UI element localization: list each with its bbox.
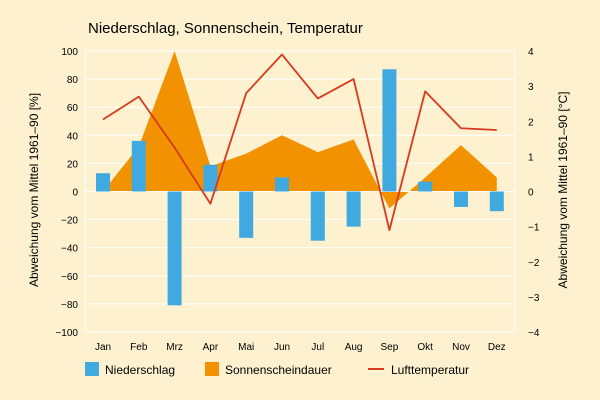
left-tick-label: 40	[67, 131, 79, 142]
x-tick-label: Mai	[238, 342, 254, 353]
left-tick-label: −40	[61, 244, 78, 255]
right-axis-title: Abweichung vom Mittel 1961–90 [°C]	[556, 92, 570, 289]
right-tick-label: −3	[528, 293, 540, 304]
legend: Niederschlag Sonnenscheindauer Lufttempe…	[85, 362, 469, 377]
left-tick-label: −60	[61, 272, 78, 283]
bar-niederschlag-sep	[382, 69, 397, 192]
left-tick-label: 0	[72, 188, 78, 199]
left-tick-label: −80	[61, 300, 78, 311]
bar-niederschlag-jan	[96, 173, 110, 192]
left-tick-label: −100	[55, 328, 78, 339]
x-tick-label: Feb	[130, 342, 148, 353]
x-axis-ticks: Jan Feb Mrz Apr Mai Jun Jul Aug Sep Okt Nov Dez	[95, 342, 506, 353]
precipitation-bars	[96, 69, 504, 306]
x-tick-label: Okt	[417, 342, 433, 353]
legend-label-niederschlag: Niederschlag	[105, 363, 175, 377]
right-tick-label: 4	[528, 47, 534, 58]
bar-niederschlag-mai	[239, 191, 254, 238]
series-line-lufttemperatur	[102, 53, 497, 232]
bar-niederschlag-okt	[418, 181, 433, 192]
x-tick-label: Jan	[95, 342, 111, 353]
left-tick-label: 20	[67, 159, 79, 170]
left-axis-ticks: 100 80 60 40 20 0 −20 −40 −60 −80 −100	[55, 47, 78, 339]
bar-niederschlag-dez	[489, 191, 504, 212]
x-tick-label: Nov	[452, 342, 470, 353]
x-tick-label: Jul	[311, 342, 324, 353]
bar-niederschlag-apr	[203, 164, 218, 192]
legend-label-sonnenscheindauer: Sonnenscheindauer	[225, 363, 332, 377]
right-tick-label: 0	[528, 188, 534, 199]
legend-swatch-niederschlag	[85, 362, 99, 376]
bar-niederschlag-feb	[131, 140, 146, 192]
right-tick-label: −4	[528, 328, 540, 339]
x-tick-label: Sep	[381, 342, 399, 353]
chart-title: Niederschlag, Sonnenschein, Temperatur	[88, 20, 363, 37]
legend-label-lufttemperatur: Lufttemperatur	[391, 363, 469, 377]
x-tick-label: Jun	[274, 342, 290, 353]
left-axis-title: Abweichung vom Mittel 1961–90 [%]	[27, 93, 41, 287]
bar-niederschlag-mrz	[167, 191, 182, 306]
series-area-sonnenscheindauer	[103, 51, 497, 209]
sunshine-area-layer	[85, 51, 515, 209]
bar-niederschlag-nov	[454, 191, 468, 207]
x-tick-label: Dez	[488, 342, 506, 353]
bar-niederschlag-aug	[346, 191, 361, 227]
x-tick-label: Aug	[345, 342, 363, 353]
left-tick-label: 100	[61, 47, 78, 58]
bar-niederschlag-jul	[310, 191, 325, 241]
right-tick-label: 1	[528, 152, 534, 163]
left-tick-label: 80	[67, 75, 79, 86]
left-tick-label: −20	[61, 216, 78, 227]
x-tick-label: Mrz	[166, 342, 183, 353]
bar-niederschlag-jun	[275, 177, 289, 192]
x-tick-label: Apr	[203, 342, 219, 353]
right-tick-label: 2	[528, 117, 534, 128]
right-tick-label: 3	[528, 82, 534, 93]
left-tick-label: 60	[67, 103, 79, 114]
right-tick-label: −1	[528, 223, 540, 234]
legend-swatch-sonnenscheindauer	[205, 362, 219, 376]
temperature-line-layer	[102, 53, 497, 232]
right-tick-label: −2	[528, 258, 540, 269]
right-axis-ticks: 4 3 2 1 0 −1 −2 −3 −4	[528, 47, 540, 339]
